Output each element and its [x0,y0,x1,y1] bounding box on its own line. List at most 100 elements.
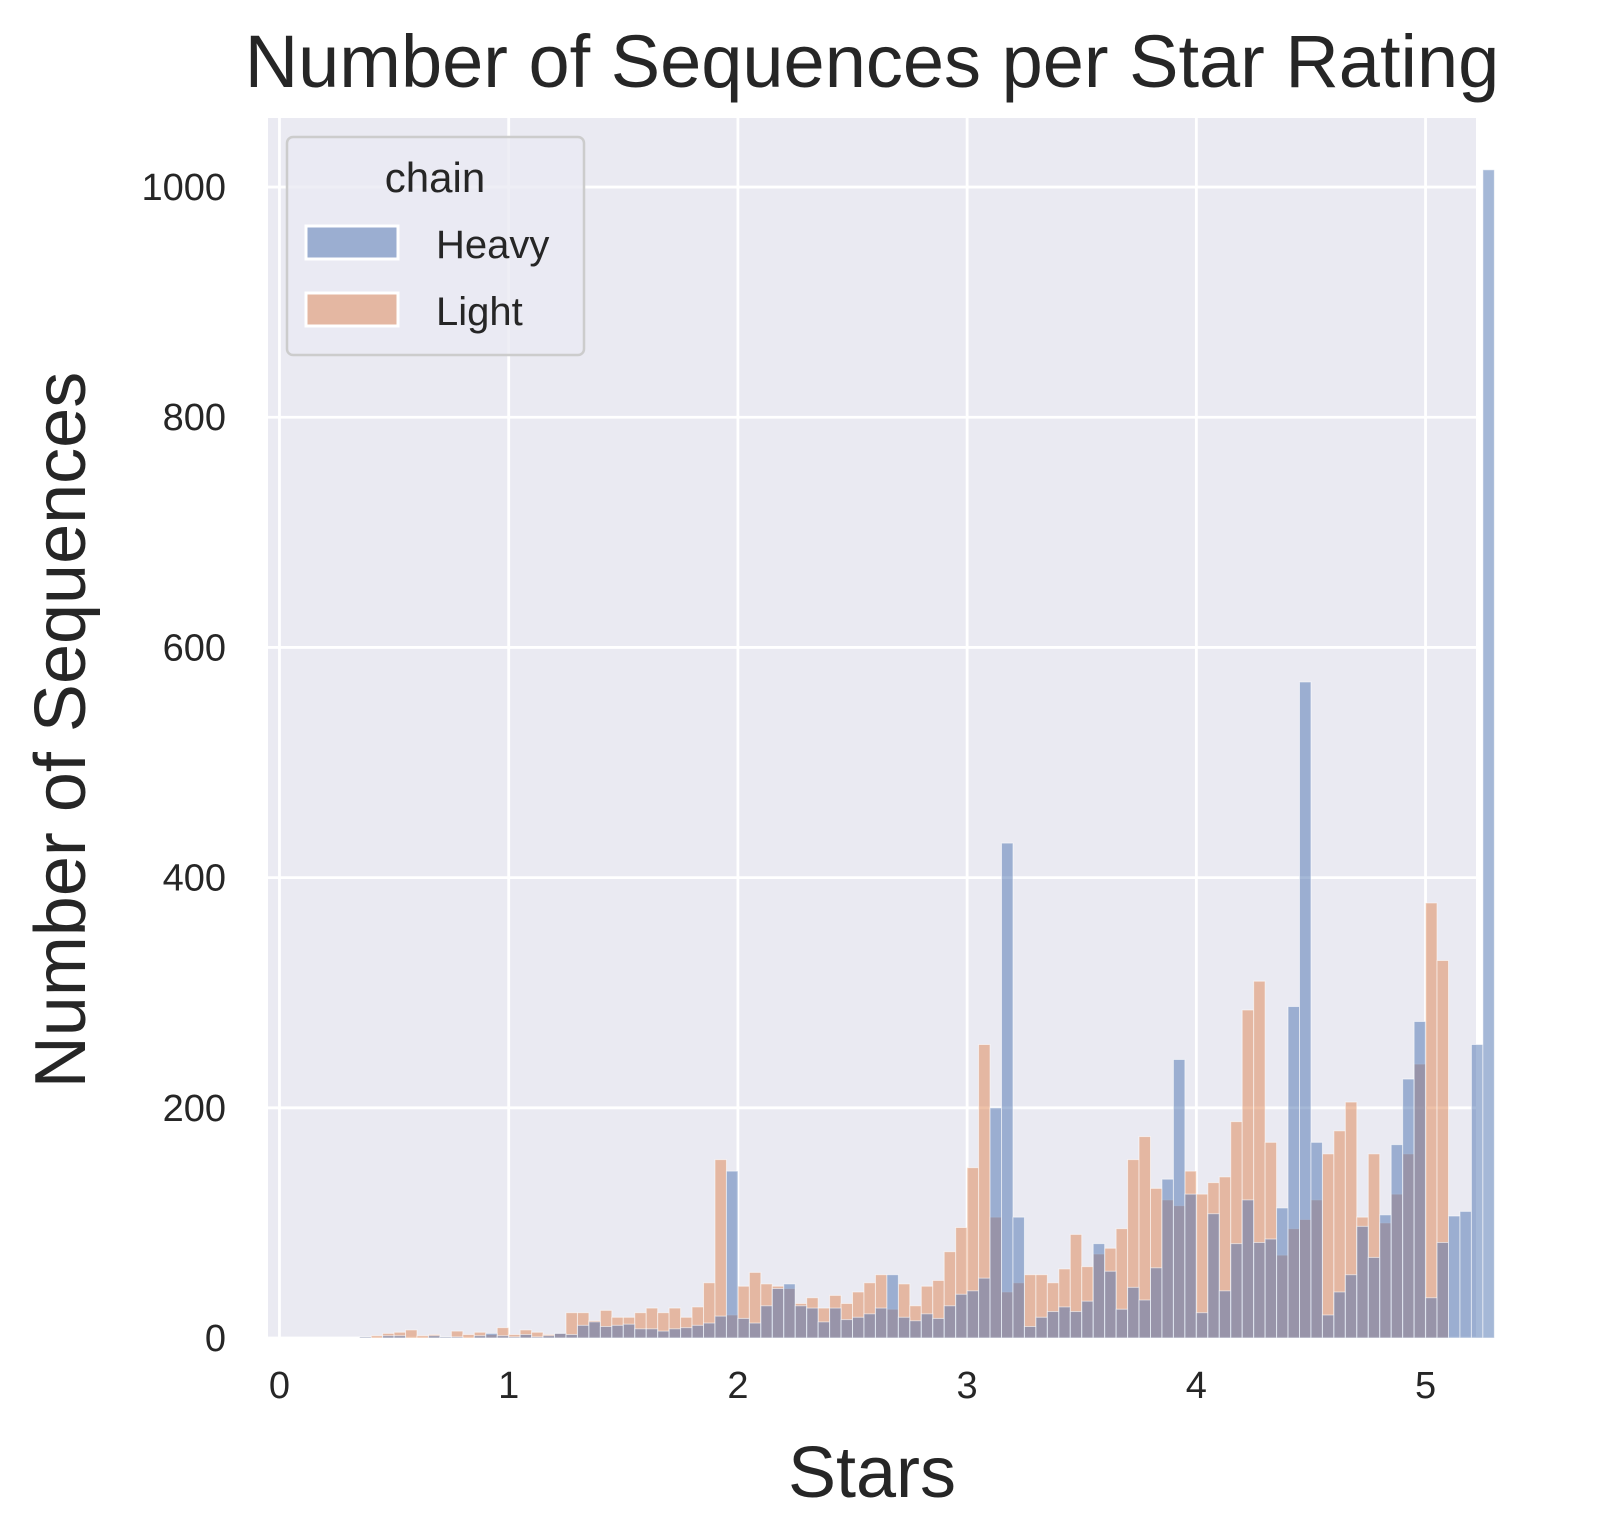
bar-heavy [1264,1238,1278,1339]
bar-heavy [1069,1311,1083,1339]
bar-heavy [382,1335,395,1339]
legend-swatch-light [304,291,400,328]
bar-heavy [519,1334,533,1339]
bar-heavy [439,1336,452,1339]
bar-heavy [943,1305,957,1339]
x-tick-label: 3 [957,1365,978,1407]
bar-heavy [703,1322,716,1339]
bar-heavy [1276,1207,1289,1339]
y-tick-labels: 0 200 400 600 800 1000 [141,167,226,1360]
bar-light [416,1335,429,1339]
legend-label-heavy: Heavy [436,223,549,267]
x-tick-label: 1 [498,1365,519,1407]
bar-heavy [714,1315,727,1339]
bar-heavy [817,1321,831,1339]
bar-heavy [1081,1300,1094,1339]
bar-heavy [1012,1216,1025,1339]
bar-heavy [1161,1178,1174,1339]
bar-heavy [611,1324,624,1339]
bar-heavy [955,1293,968,1339]
bar-heavy [1390,1144,1404,1339]
heavy-bars [359,169,1495,1339]
bar-heavy [1367,1256,1381,1339]
y-axis-label: Number of Sequences [21,372,101,1088]
bar-heavy [576,1324,590,1339]
legend: chain Heavy Light [285,135,586,357]
bar-light [462,1334,475,1339]
bar-light [1321,1153,1335,1339]
bar-heavy [1195,1312,1209,1339]
bar-heavy [1115,1308,1129,1339]
bar-heavy [840,1319,854,1339]
bar-heavy [1172,1058,1186,1339]
bar-heavy [1184,1193,1197,1339]
bar-heavy [1447,1215,1461,1339]
bar-heavy [1379,1214,1392,1339]
bar-heavy [1138,1299,1152,1339]
bar-heavy [863,1313,876,1339]
bar-heavy [806,1307,819,1339]
bar-heavy [1218,1290,1232,1339]
bar-heavy [932,1317,945,1339]
bar-heavy [1470,1044,1484,1339]
bar-heavy [1413,1020,1427,1339]
bar-heavy [783,1283,796,1339]
bar-heavy [565,1334,578,1339]
gridlines [268,118,1476,1340]
bar-heavy [1058,1306,1071,1339]
bar-heavy [1402,1078,1415,1339]
bar-heavy [1230,1243,1243,1339]
legend-title: chain [385,154,485,201]
bar-heavy [1333,1291,1346,1339]
bar-heavy [496,1335,510,1339]
bar-heavy [485,1332,498,1339]
bar-heavy [599,1325,613,1339]
bar-heavy [393,1335,407,1339]
bar-heavy [622,1323,636,1339]
y-tick-label: 1000 [141,167,226,209]
bar-heavy [1104,1270,1117,1339]
y-tick-label: 800 [163,397,226,439]
bar-heavy [1310,1141,1323,1339]
bar-heavy [427,1335,441,1339]
bar-heavy [1150,1267,1163,1339]
bar-light [714,1159,727,1339]
bar-heavy [966,1290,980,1339]
legend-swatch-heavy [304,224,400,261]
bar-heavy [1356,1225,1369,1339]
bar-heavy [473,1335,487,1339]
bar-heavy [760,1305,773,1339]
bar-heavy [1482,169,1495,1339]
x-tick-label: 0 [269,1365,290,1407]
bar-heavy [794,1305,808,1339]
bar-heavy [1253,1241,1266,1339]
bar-heavy [542,1335,556,1339]
y-tick-label: 600 [163,627,226,669]
bar-heavy [1241,1199,1255,1339]
bar-heavy [978,1277,991,1339]
bar-heavy [1344,1274,1358,1339]
bar-heavy [531,1336,544,1339]
bar-light [1425,902,1438,1339]
bar-heavy [645,1328,659,1339]
bar-light [405,1329,418,1339]
bar-heavy [1046,1311,1060,1339]
bar-heavy [1425,1297,1438,1339]
x-axis-label: Stars [788,1433,956,1513]
bar-heavy [1127,1286,1140,1339]
bar-heavy [657,1330,670,1339]
bar-heavy [588,1321,601,1339]
y-tick-label: 0 [205,1318,226,1360]
bar-heavy [920,1313,934,1339]
bar-heavy [359,1336,372,1339]
bar-heavy [897,1316,911,1339]
legend-label-light: Light [436,290,523,334]
bar-heavy [886,1274,899,1339]
x-tick-label: 5 [1415,1365,1436,1407]
bar-heavy [680,1327,693,1339]
bar-heavy [1035,1316,1048,1339]
bar-heavy [1092,1243,1106,1339]
bar-heavy [909,1320,922,1339]
bar-heavy [1001,842,1014,1339]
